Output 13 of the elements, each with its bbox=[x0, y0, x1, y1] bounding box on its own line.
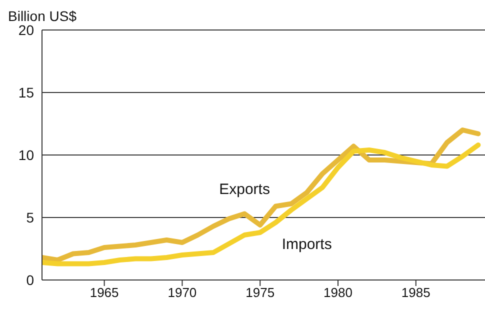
y-axis-title: Billion US$ bbox=[8, 8, 76, 24]
y-tick-label: 10 bbox=[18, 146, 34, 163]
y-tick-label: 15 bbox=[18, 84, 34, 100]
y-tick-label: 5 bbox=[26, 209, 34, 226]
series-label: Exports bbox=[219, 180, 270, 198]
x-tick-label: 1970 bbox=[168, 285, 197, 300]
y-tick-label: 20 bbox=[18, 22, 34, 38]
x-tick-label: 1980 bbox=[324, 285, 352, 300]
x-tick-label: 1965 bbox=[90, 285, 119, 300]
x-tick-label: 1985 bbox=[401, 285, 430, 300]
series-label: Imports bbox=[282, 236, 332, 253]
y-tick-label: 0 bbox=[26, 272, 34, 288]
x-tick-label: 1975 bbox=[246, 285, 275, 300]
